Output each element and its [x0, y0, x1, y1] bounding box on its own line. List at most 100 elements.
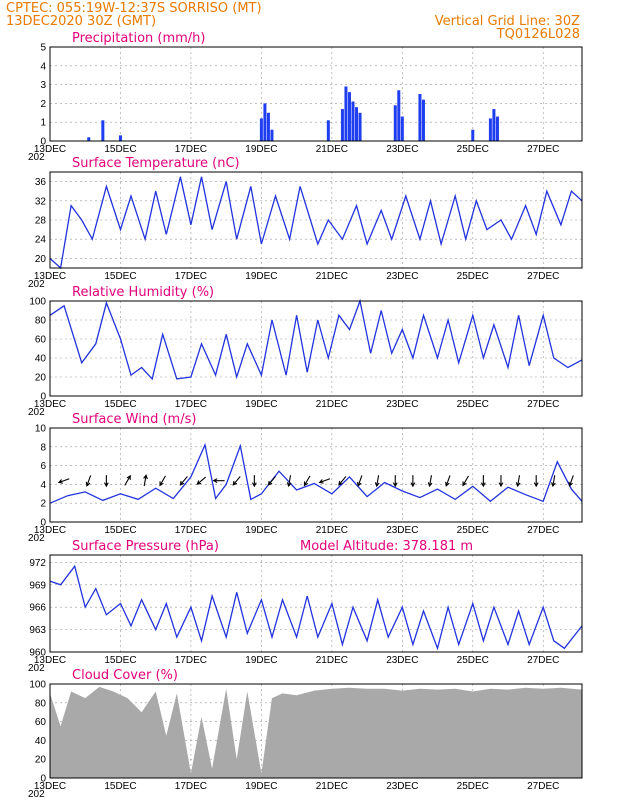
temperature-x-tick-label: 15DEC [104, 271, 136, 282]
precip-bar [326, 120, 330, 141]
precip-bar [347, 92, 351, 141]
wind-arrow-icon [338, 476, 347, 486]
precipitation-y-tick-label: 5 [40, 43, 46, 54]
pressure-y-tick-label: 969 [29, 580, 46, 591]
precip-bar [344, 86, 348, 141]
precip-bar [266, 112, 270, 141]
precip-bar [358, 112, 362, 141]
precip-bar [492, 109, 496, 141]
precip-bar [495, 116, 499, 141]
humidity-frame [49, 300, 583, 397]
wind-arrow-icon [462, 475, 469, 487]
temperature-x-tick-label: 17DEC [175, 271, 207, 282]
temperature-x-tick-label: 19DEC [245, 271, 277, 282]
wind-title: Surface Wind (m/s) [72, 412, 196, 427]
precipitation-x-tick-label: 15DEC [104, 144, 136, 155]
pressure-x-extra-label: 202 [28, 663, 45, 674]
wind-y-tick-label: 0 [40, 518, 46, 529]
wind-arrow-icon [85, 475, 92, 487]
precip-bar [471, 129, 475, 141]
wind-x-extra-label: 202 [28, 533, 45, 544]
pressure-x-tick-label: 21DEC [316, 655, 348, 666]
cloud-cover-x-tick-label: 23DEC [386, 781, 418, 792]
pressure-x-tick-label: 27DEC [527, 655, 559, 666]
cloud-cover-title: Cloud Cover (%) [72, 668, 178, 683]
precipitation-y-tick-label: 3 [40, 80, 46, 91]
pressure-x-tick-label: 15DEC [104, 655, 136, 666]
wind-y-tick-label: 8 [40, 442, 46, 453]
temperature-x-tick-label: 21DEC [316, 271, 348, 282]
wind-x-tick-label: 21DEC [316, 525, 348, 536]
precipitation-y-tick-label: 1 [40, 118, 46, 129]
pressure-title: Surface Pressure (hPa) [72, 539, 219, 554]
precip-bar [118, 135, 122, 141]
wind-x-tick-label: 13DEC [34, 525, 66, 536]
wind-y-tick-label: 6 [40, 461, 46, 472]
wind-arrow-icon [143, 474, 148, 487]
wind-arrow-icon [286, 475, 292, 488]
temperature-x-tick-label: 13DEC [34, 271, 66, 282]
temperature-x-tick-label: 25DEC [457, 271, 489, 282]
wind-arrow-icon [498, 475, 504, 488]
humidity-y-tick-label: 0 [40, 392, 46, 403]
precipitation-y-tick-label: 2 [40, 99, 46, 110]
precip-bar [397, 90, 401, 141]
precipitation-x-tick-label: 23DEC [386, 144, 418, 155]
precip-bar [101, 120, 105, 141]
wind-arrow-icon [212, 478, 225, 484]
humidity-x-tick-label: 27DEC [527, 399, 559, 410]
precipitation-x-extra-label: 202 [28, 152, 45, 163]
wind-arrow-icon [445, 475, 451, 487]
humidity-y-tick-label: 60 [35, 335, 47, 346]
precip-bar [421, 99, 425, 141]
humidity-x-tick-label: 15DEC [104, 399, 136, 410]
temperature-frame [49, 171, 583, 269]
wind-arrow-icon [568, 475, 574, 487]
pressure-frame [49, 554, 583, 653]
precip-bar [400, 116, 404, 141]
precip-bar [393, 105, 397, 141]
wind-arrow-icon [124, 474, 131, 486]
temperature-x-tick-label: 27DEC [527, 271, 559, 282]
temperature-y-tick-label: 20 [35, 254, 47, 265]
wind-x-tick-label: 23DEC [386, 525, 418, 536]
wind-arrow-icon [179, 476, 188, 486]
precip-bar [270, 129, 274, 141]
humidity-x-tick-label: 17DEC [175, 399, 207, 410]
cloud-cover-y-tick-label: 100 [29, 680, 46, 691]
humidity-x-tick-label: 23DEC [386, 399, 418, 410]
cloud-cover-y-tick-label: 80 [35, 698, 47, 709]
humidity-x-tick-label: 25DEC [457, 399, 489, 410]
wind-arrow-icon [551, 475, 556, 488]
wind-arrow-icon [374, 475, 380, 488]
wind-arrow-icon [57, 478, 70, 484]
humidity-x-extra-label: 202 [28, 407, 45, 418]
temperature-y-tick-label: 32 [35, 196, 47, 207]
pressure-y-tick-label: 960 [29, 648, 46, 659]
wind-x-tick-label: 25DEC [457, 525, 489, 536]
wind-frame [49, 427, 583, 523]
humidity-title: Relative Humidity (%) [72, 285, 214, 300]
humidity-series-line [49, 298, 583, 381]
precip-bar [87, 137, 91, 141]
wind-x-tick-label: 19DEC [245, 525, 277, 536]
precip-bar [355, 107, 359, 141]
wind-x-tick-label: 17DEC [175, 525, 207, 536]
temperature-y-tick-label: 24 [35, 235, 47, 246]
cloud-cover-frame [49, 683, 583, 779]
precipitation-x-tick-label: 21DEC [316, 144, 348, 155]
precipitation-y-tick-label: 0 [40, 137, 46, 148]
humidity-y-tick-label: 100 [29, 297, 46, 308]
precip-bar [418, 94, 422, 141]
pressure-y-tick-label: 963 [29, 625, 46, 636]
humidity-x-tick-label: 13DEC [34, 399, 66, 410]
precipitation-y-tick-label: 4 [40, 61, 46, 72]
wind-x-tick-label: 15DEC [104, 525, 136, 536]
cloud-cover-x-tick-label: 25DEC [457, 781, 489, 792]
precipitation-x-tick-label: 25DEC [457, 144, 489, 155]
wind-arrow-icon [480, 475, 486, 488]
wind-arrow-icon [515, 475, 521, 488]
model-header: TQ0126L028 [496, 27, 580, 42]
cloud-cover-x-tick-label: 13DEC [34, 781, 66, 792]
cloud-cover-x-tick-label: 15DEC [104, 781, 136, 792]
